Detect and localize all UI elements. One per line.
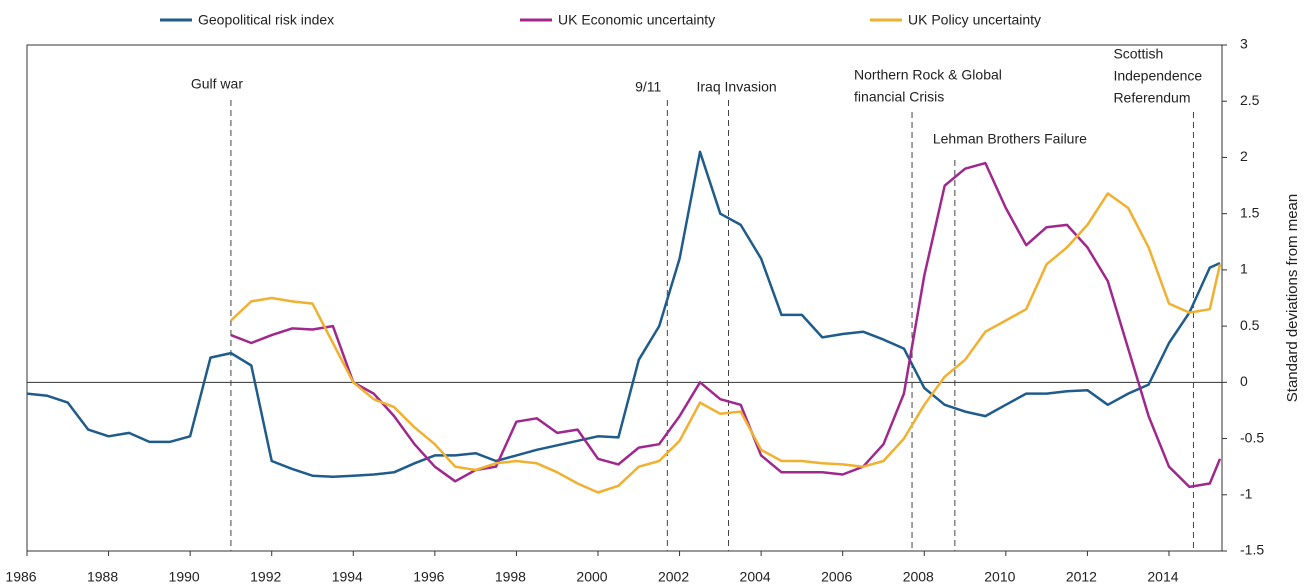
legend-label: UK Economic uncertainty [558, 12, 715, 28]
x-tick-label: 2006 [821, 569, 852, 585]
x-tick-label: 1998 [495, 569, 526, 585]
x-tick-label: 2000 [576, 569, 607, 585]
x-tick-label: 1992 [250, 569, 281, 585]
event-label: Independence [1113, 68, 1202, 84]
x-tick-label: 1996 [413, 569, 444, 585]
y-tick-label: -1 [1240, 485, 1253, 501]
y-tick-label: -1.5 [1240, 542, 1264, 558]
event-label: Referendum [1113, 90, 1190, 106]
x-tick-label: 2002 [658, 569, 689, 585]
y-tick-label: 2 [1240, 148, 1248, 164]
x-tick-label: 2008 [903, 569, 934, 585]
series-line [230, 161, 1222, 489]
y-tick-label: 0.5 [1240, 317, 1260, 333]
x-tick-label: 1986 [5, 569, 36, 585]
x-tick-label: 2012 [1066, 569, 1097, 585]
y-tick-label: -0.5 [1240, 429, 1264, 445]
y-tick-label: 0 [1240, 373, 1248, 389]
plot-frame [26, 44, 1223, 552]
legend-label: UK Policy uncertainty [908, 12, 1041, 28]
x-tick-label: 2014 [1147, 569, 1178, 585]
y-tick-label: 3 [1240, 36, 1248, 52]
event-label: Scottish [1113, 46, 1163, 62]
event-label: Lehman Brothers Failure [933, 131, 1087, 147]
y-tick-label: 2.5 [1240, 92, 1260, 108]
x-tick-label: 1994 [332, 569, 363, 585]
event-label: Gulf war [191, 76, 243, 92]
y-axis-label: Standard deviations from mean [1284, 194, 1301, 402]
x-tick-label: 2004 [740, 569, 771, 585]
series-line [26, 150, 1221, 479]
y-tick-label: 1.5 [1240, 204, 1260, 220]
event-label: Northern Rock & Global [854, 67, 1002, 83]
x-tick-label: 1988 [87, 569, 118, 585]
event-label: financial Crisis [854, 89, 944, 105]
y-tick-label: 1 [1240, 261, 1248, 277]
x-tick-label: 2010 [984, 569, 1015, 585]
legend-label: Geopolitical risk index [198, 12, 334, 28]
x-tick-label: 1990 [169, 569, 200, 585]
event-label: 9/11 [635, 79, 661, 95]
event-label: Iraq Invasion [697, 79, 777, 95]
series-line [230, 192, 1222, 494]
